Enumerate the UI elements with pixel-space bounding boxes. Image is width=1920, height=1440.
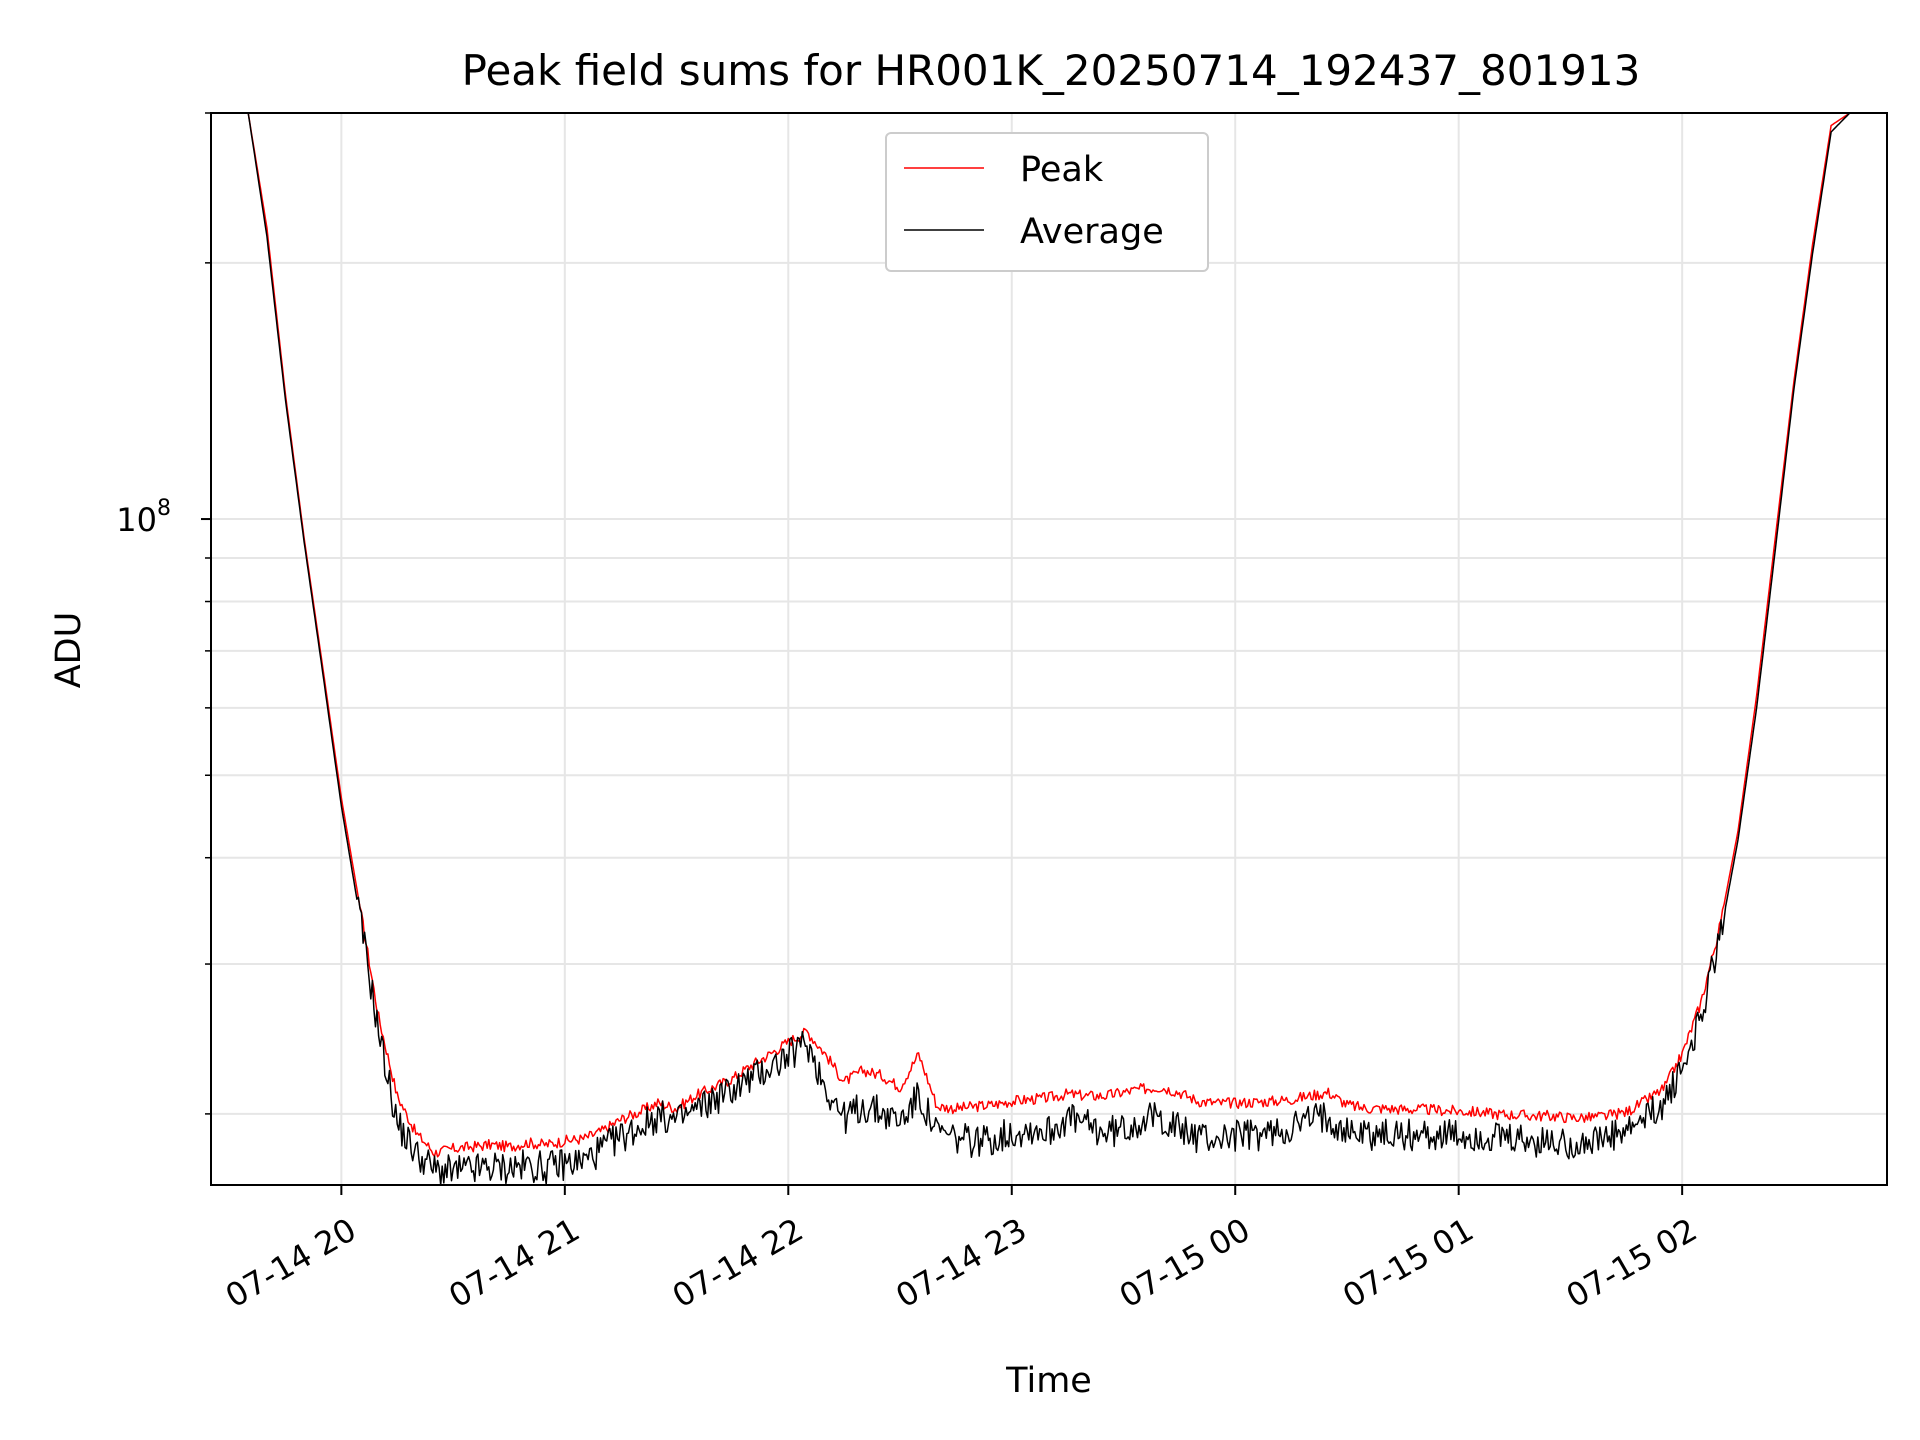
plot-frame (210, 112, 1888, 1186)
legend: Peak Average (885, 132, 1209, 272)
series-line-average (211, 113, 1851, 1185)
x-axis-label: Time (1005, 1361, 1092, 1401)
plot-lines (211, 113, 1851, 1185)
y-axis-label: ADU (49, 612, 89, 689)
chart-title: Peak field sums for HR001K_20250714_1924… (462, 46, 1641, 95)
legend-label-average: Average (1020, 212, 1164, 252)
y-axis: 108 (116, 112, 211, 1115)
legend-label-peak: Peak (1020, 150, 1104, 190)
y-tick-label: 108 (116, 496, 171, 539)
series-line-peak (211, 113, 1851, 1158)
grid (211, 112, 1887, 1185)
